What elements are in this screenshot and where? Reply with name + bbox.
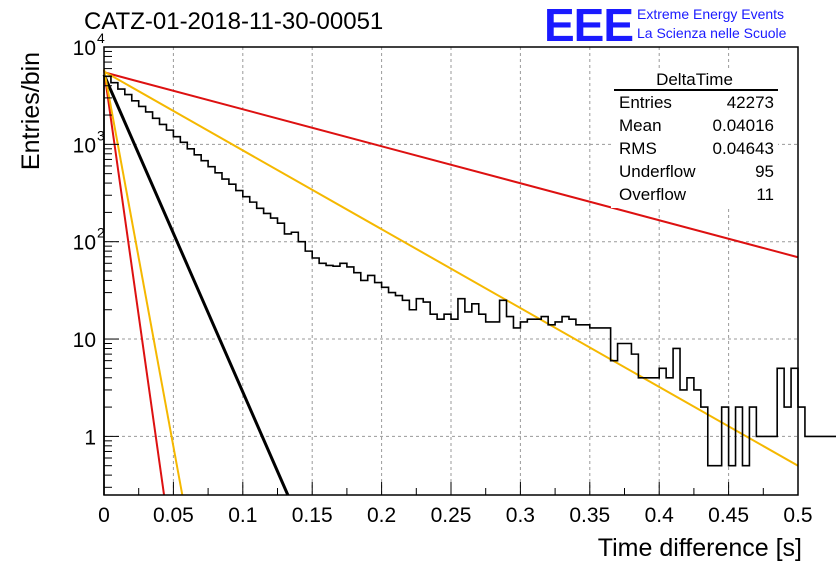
stats-value: 11 [756,185,774,204]
x-tick-label: 0.15 [292,504,333,527]
y-tick-exponent: 3 [97,127,105,143]
x-axis-ticks: 0 0.05 0.1 0.15 0.2 0.25 0.3 0.35 0.4 0.45 0.5 [98,482,813,527]
x-tick-label: 0.45 [708,504,749,527]
y-tick-exponent: 4 [97,30,105,46]
fit-lines [102,69,799,496]
stats-key: RMS [619,139,657,158]
stats-title: DeltaTime [656,70,733,89]
fit-line [102,74,290,496]
stats-row-overflow: Overflow 11 [619,185,774,207]
fit-line [103,70,799,467]
stats-row-entries: Entries 42273 [619,93,774,115]
stats-title-rule [614,89,778,91]
stats-key: Mean [619,116,662,135]
x-tick-label: 0.05 [153,504,194,527]
stats-box: DeltaTime Entries 42273 Mean 0.04016 RMS… [611,70,778,208]
x-tick-label: 0.5 [783,504,812,527]
fit-line [103,71,799,259]
stats-row-mean: Mean 0.04016 [619,116,774,138]
stats-key: Overflow [619,185,687,204]
x-tick-label: 0.3 [506,504,535,527]
y-tick-label: 10 [73,134,96,157]
brand-line-1: Extreme Energy Events [637,6,785,22]
x-tick-label: 0.4 [645,504,675,527]
stats-value: 95 [755,162,774,181]
x-axis-label: Time difference [s] [597,534,802,562]
stats-value: 0.04643 [712,139,774,158]
y-tick-label: 10 [73,37,96,60]
stats-row-rms: RMS 0.04643 [619,139,774,161]
stats-key: Underflow [619,162,696,181]
eee-logo: EEE [544,0,634,51]
brand-line-2: La Scienza nelle Scuole [637,25,787,41]
x-tick-label: 0 [98,504,110,527]
y-tick-label: 10 [73,329,96,352]
x-tick-label: 0.2 [367,504,396,527]
x-tick-label: 0.35 [569,504,610,527]
histogram-outline [103,75,836,495]
stats-value: 42273 [726,93,774,112]
fit-line [103,69,184,496]
x-tick-label: 0.1 [228,504,257,527]
y-tick-exponent: 2 [97,225,105,241]
fit-line [103,69,166,496]
stats-value: 0.04016 [712,116,774,135]
y-tick-label: 1 [84,426,96,449]
run-title: CATZ-01-2018-11-30-00051 [84,8,384,35]
stats-row-underflow: Underflow 95 [619,162,774,184]
y-axis-label: Entries/bin [17,51,45,171]
y-tick-label: 10 [73,232,96,255]
stats-key: Entries [619,93,672,112]
x-tick-label: 0.25 [431,504,472,527]
histogram [103,75,836,495]
